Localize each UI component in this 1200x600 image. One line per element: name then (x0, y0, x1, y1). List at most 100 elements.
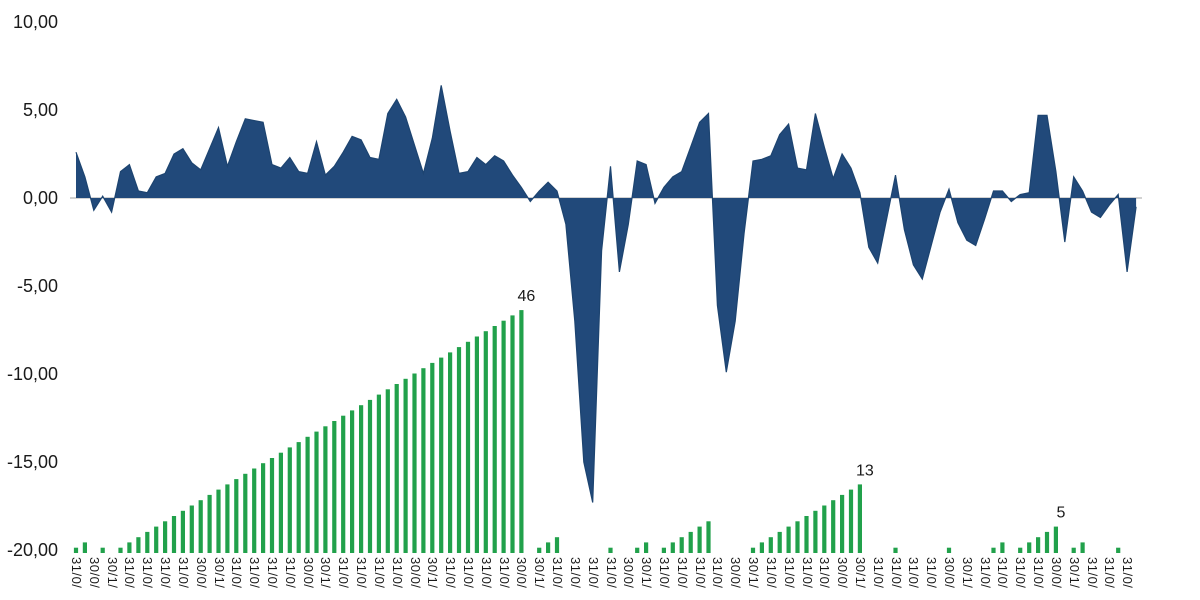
x-axis-tick-label: 31/0/ (906, 557, 922, 589)
x-axis-tick-label: 31/0/ (265, 557, 280, 589)
x-axis-tick-label: 31/0/ (1102, 557, 1118, 589)
streak-bar (421, 368, 426, 553)
streak-bar (243, 473, 248, 553)
x-axis-tick-label: 31/0/ (870, 557, 886, 589)
x-axis-tick-label: 31/0/ (1084, 557, 1100, 589)
streak-bar (1071, 547, 1076, 553)
streak-bar (546, 542, 551, 553)
x-axis-tick-label: 30/0/ (728, 557, 744, 589)
streak-bar (332, 421, 337, 553)
streak-bar (198, 500, 203, 553)
streak-bar (412, 373, 417, 553)
streak-bar (750, 547, 756, 553)
streak-bar (376, 394, 381, 553)
streak-bar (1053, 526, 1058, 553)
streak-bar (261, 463, 266, 553)
streak-bar (608, 547, 613, 553)
streak-bar (171, 516, 177, 553)
streak-bar (554, 537, 560, 553)
y-axis-tick-label: 10,00 (12, 12, 58, 32)
streak-bar (180, 510, 185, 553)
x-axis-tick-label: 30/1/ (959, 557, 975, 589)
streak-bar (519, 310, 524, 553)
streak-bar (359, 405, 364, 553)
x-axis-tick-label: 31/0/ (282, 557, 298, 589)
x-axis-tick-label: 30/1/ (211, 557, 227, 589)
x-axis-tick-label: 30/1/ (425, 557, 441, 589)
streak-bar (1000, 542, 1005, 553)
streak-bar (314, 431, 319, 553)
y-axis-tick-label: 5,00 (22, 100, 58, 120)
streak-bar (786, 526, 791, 553)
x-axis-tick-label: 31/0/ (603, 557, 619, 589)
x-axis-tick-label: 30/0/ (835, 557, 851, 589)
monthly-value-area-series (76, 85, 1137, 503)
x-axis-tick-label: 31/0/ (888, 557, 904, 589)
x-axis-tick-label: 31/0/ (69, 557, 84, 589)
streak-bar (822, 505, 827, 553)
streak-bar (163, 521, 168, 553)
streak-bar (795, 521, 800, 553)
x-axis-tick-label: 30/0/ (86, 557, 102, 589)
x-axis-tick-label: 30/0/ (514, 557, 530, 589)
x-axis-tick-label: 31/0/ (817, 557, 833, 589)
x-axis-tick-label: 31/0/ (692, 557, 708, 589)
x-axis-tick-label: 31/0/ (336, 557, 352, 589)
streak-bar (759, 542, 764, 553)
x-axis-tick-label: 31/0/ (158, 557, 174, 589)
streak-bar (483, 331, 488, 553)
streak-bar (385, 389, 390, 553)
streak-bar (1116, 547, 1121, 553)
streak-bar (474, 336, 479, 553)
x-axis-tick-label: 31/0/ (763, 557, 779, 589)
streak-bar (296, 442, 301, 553)
x-axis-tick-label: 31/0/ (443, 557, 459, 589)
x-axis-tick-label: 30/0/ (621, 557, 637, 589)
x-axis-tick-label: 30/0/ (1048, 557, 1064, 589)
streak-bar (537, 547, 542, 553)
area-outline (75, 85, 1137, 503)
streak-bar (635, 547, 640, 553)
streak-bar (207, 494, 212, 553)
x-axis-tick-label: 31/0/ (1120, 557, 1136, 589)
x-axis-tick-label: 30/1/ (532, 557, 548, 589)
streak-bar (225, 484, 230, 553)
streak-bar (118, 547, 123, 553)
x-axis-tick-label: 31/0/ (140, 557, 156, 589)
x-axis-tick-label: 31/0/ (389, 557, 405, 589)
streak-bar (1080, 542, 1085, 553)
streak-bar (661, 547, 666, 553)
streak-bar (394, 384, 399, 553)
x-axis-tick-label: 31/0/ (461, 557, 476, 589)
streak-bar (813, 510, 818, 553)
streak-bar (189, 505, 194, 553)
streak-bar (145, 531, 150, 553)
streak-bar (501, 320, 506, 553)
x-axis-tick-label: 30/0/ (193, 557, 209, 589)
x-axis-tick-label: 31/0/ (550, 557, 565, 589)
streak-bar (492, 326, 497, 553)
x-axis-tick-label: 30/1/ (746, 557, 761, 589)
streak-bar (439, 357, 444, 553)
x-axis-tick-label: 30/1/ (639, 557, 655, 589)
x-axis-tick-label: 30/1/ (104, 557, 120, 589)
y-axis-tick-label: 0,00 (22, 188, 58, 208)
x-axis-tick-label: 31/0/ (656, 557, 672, 589)
streak-bar (367, 399, 373, 553)
streak-bar (1044, 531, 1050, 553)
streak-bar (697, 526, 702, 553)
y-axis-tick-label: -10,00 (6, 364, 58, 384)
streak-bar (323, 426, 328, 553)
x-axis-tick-label: 31/0/ (977, 557, 993, 589)
x-axis-tick-label: 30/0/ (300, 557, 316, 589)
streak-bar (287, 447, 292, 553)
x-axis-tick-label: 31/0/ (247, 557, 263, 589)
streak-bar (269, 458, 275, 553)
streak-value-label: 46 (518, 288, 536, 305)
x-axis-tick-label: 30/1/ (318, 557, 334, 589)
streak-bar (688, 531, 693, 553)
streak-bar (644, 542, 649, 553)
streak-bar (777, 531, 782, 553)
